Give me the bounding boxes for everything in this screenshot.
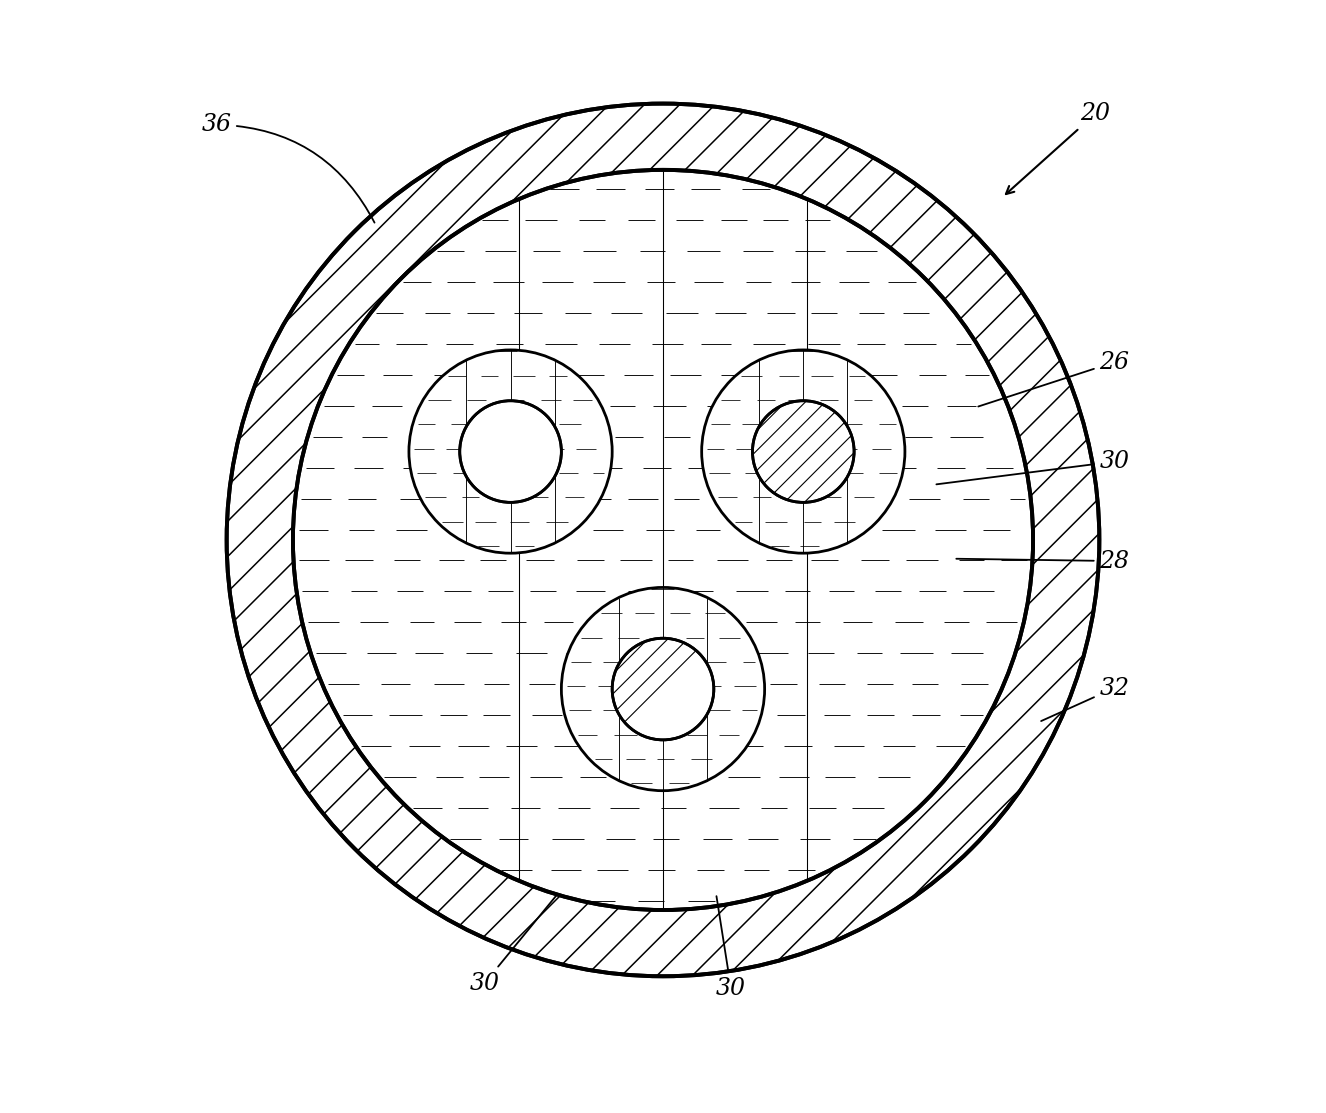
Circle shape bbox=[408, 349, 613, 553]
Circle shape bbox=[561, 588, 765, 790]
Text: 36: 36 bbox=[202, 114, 374, 223]
Circle shape bbox=[752, 401, 854, 502]
Text: 30: 30 bbox=[469, 896, 557, 995]
Circle shape bbox=[701, 349, 904, 553]
Circle shape bbox=[227, 104, 1099, 976]
Circle shape bbox=[460, 401, 561, 502]
Text: 20: 20 bbox=[1006, 102, 1111, 194]
Text: 30: 30 bbox=[936, 450, 1130, 484]
Circle shape bbox=[293, 170, 1033, 910]
Circle shape bbox=[613, 638, 713, 740]
Text: 30: 30 bbox=[716, 896, 747, 1001]
Text: 32: 32 bbox=[1041, 677, 1130, 721]
Text: 26: 26 bbox=[979, 351, 1130, 406]
Text: 28: 28 bbox=[956, 550, 1130, 572]
